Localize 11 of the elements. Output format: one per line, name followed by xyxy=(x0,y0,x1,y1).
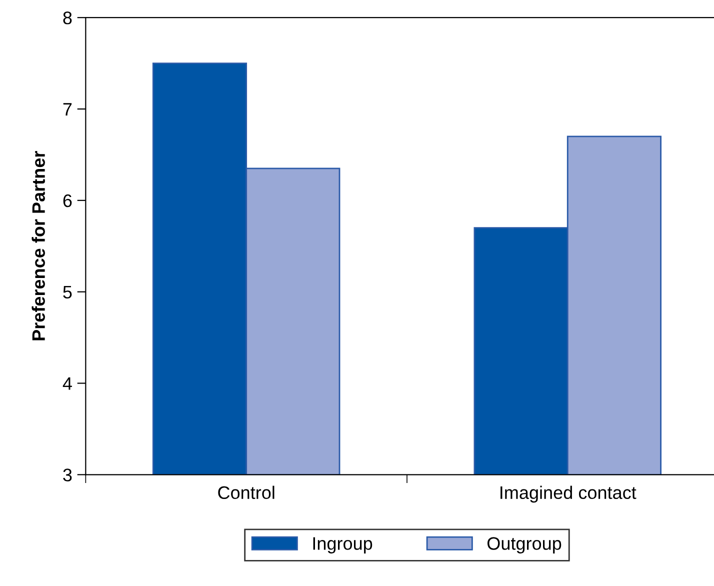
y-tick-label: 6 xyxy=(63,194,72,208)
x-tick-label: Control xyxy=(218,486,274,500)
x-tick-label: Imagined contact xyxy=(500,486,636,503)
y-tick-label: 5 xyxy=(63,286,72,299)
y-tick-label: 8 xyxy=(63,12,72,24)
y-axis-title: Preference for Partner xyxy=(32,151,45,340)
y-tick-label: 4 xyxy=(62,377,72,390)
legend-label: Ingroup xyxy=(313,537,372,554)
y-tick-label: 3 xyxy=(63,468,72,482)
legend-label: Outgroup xyxy=(487,537,562,554)
y-tick-label: 7 xyxy=(63,103,72,116)
